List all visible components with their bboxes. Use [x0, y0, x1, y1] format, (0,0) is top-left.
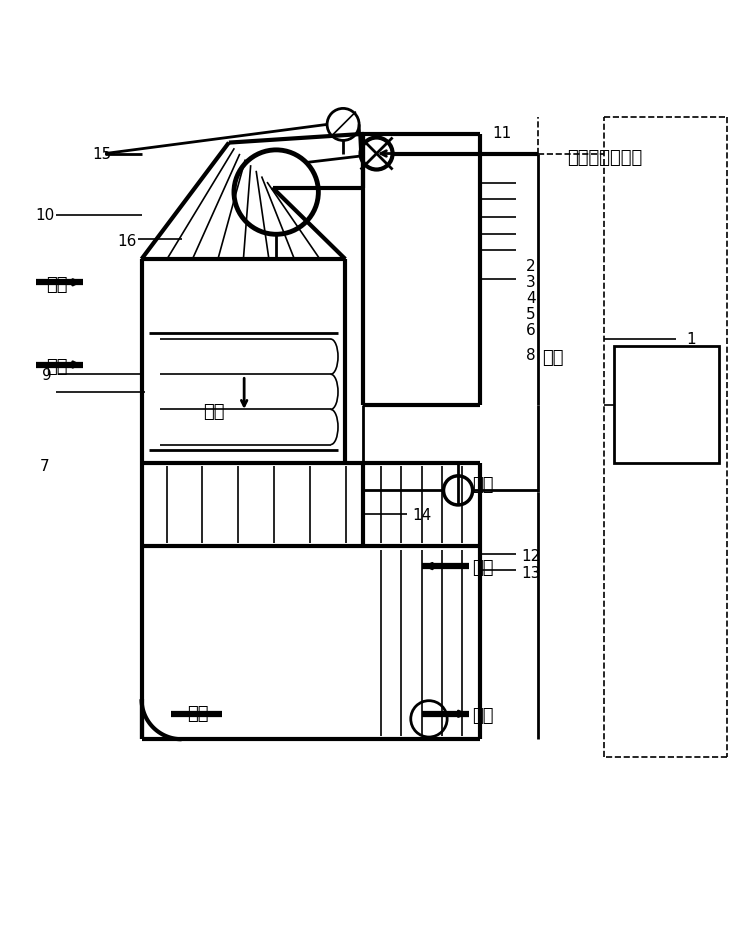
Text: 给水: 给水	[542, 349, 563, 368]
Text: 4: 4	[525, 291, 535, 307]
Bar	[614, 346, 718, 463]
Text: 1: 1	[685, 332, 695, 347]
Text: 烟气: 烟气	[46, 276, 67, 294]
Text: 9: 9	[42, 369, 52, 383]
Text: 11: 11	[492, 126, 511, 141]
Text: 3: 3	[525, 275, 535, 290]
Text: 13: 13	[521, 566, 540, 581]
Text: 送风: 送风	[472, 558, 494, 577]
Text: 热风: 热风	[46, 358, 67, 376]
Text: 7: 7	[40, 459, 50, 474]
Text: 烟气: 烟气	[187, 705, 208, 723]
Text: 16: 16	[117, 233, 136, 249]
Text: 6: 6	[525, 323, 535, 338]
Text: 8: 8	[525, 348, 535, 363]
Text: 12: 12	[521, 548, 540, 564]
Text: 14: 14	[412, 507, 431, 523]
Text: 烟气: 烟气	[204, 403, 225, 421]
Text: 排烟: 排烟	[472, 707, 494, 725]
Text: 给水: 给水	[472, 476, 494, 494]
Text: 10: 10	[35, 208, 54, 223]
Text: 中低压饱和蜀汽: 中低压饱和蜀汽	[567, 148, 642, 167]
Text: 15: 15	[92, 146, 111, 161]
Text: 5: 5	[525, 307, 535, 322]
Text: 2: 2	[525, 259, 535, 274]
